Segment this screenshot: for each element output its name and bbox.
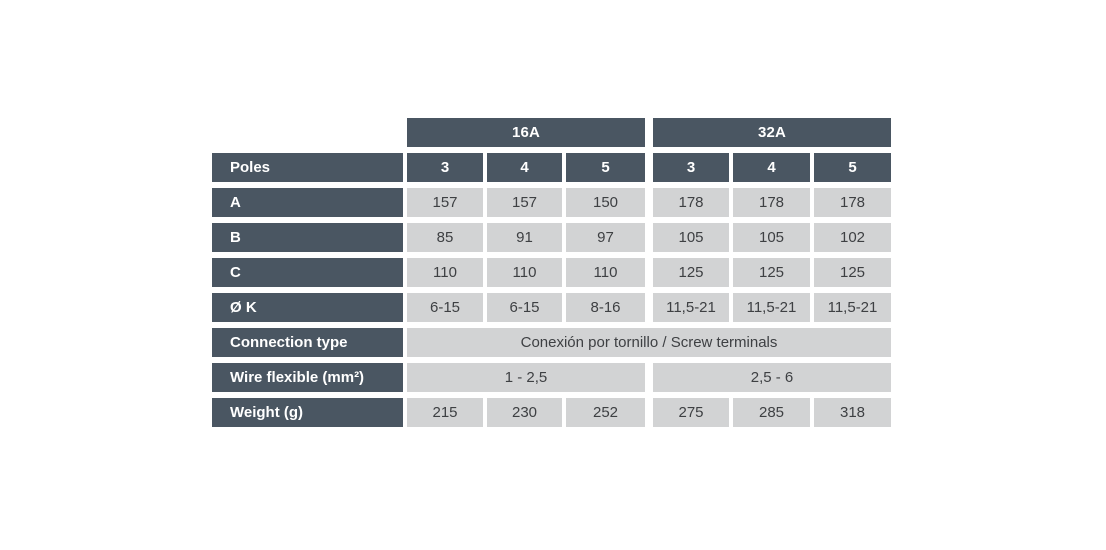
spec-table: 16A 32A Poles 3 4 5 3 4 5 A 157 157 150 …: [212, 118, 891, 427]
value-cell: 178: [814, 188, 891, 217]
group-header-16a: 16A: [407, 118, 645, 147]
value-cell: 11,5-21: [814, 293, 891, 322]
value-cell: 125: [653, 258, 729, 287]
value-cell: 110: [407, 258, 483, 287]
poles-col-header: 4: [487, 153, 562, 182]
row-label-c: C: [212, 258, 403, 287]
group-header-32a: 32A: [653, 118, 891, 147]
value-cell: 97: [566, 223, 645, 252]
value-cell: 230: [487, 398, 562, 427]
value-cell: 318: [814, 398, 891, 427]
poles-col-header: 5: [566, 153, 645, 182]
wire-flexible-16a-value: 1 - 2,5: [407, 363, 645, 392]
value-cell: 275: [653, 398, 729, 427]
value-cell: 105: [733, 223, 810, 252]
value-cell: 6-15: [407, 293, 483, 322]
value-cell: 157: [407, 188, 483, 217]
value-cell: 91: [487, 223, 562, 252]
row-label-weight: Weight (g): [212, 398, 403, 427]
connection-type-value: Conexión por tornillo / Screw terminals: [407, 328, 891, 357]
value-cell: 8-16: [566, 293, 645, 322]
value-cell: 157: [487, 188, 562, 217]
value-cell: 125: [814, 258, 891, 287]
row-label-diameter-k: Ø K: [212, 293, 403, 322]
value-cell: 105: [653, 223, 729, 252]
value-cell: 252: [566, 398, 645, 427]
value-cell: 125: [733, 258, 810, 287]
row-label-connection-type: Connection type: [212, 328, 403, 357]
poles-col-header: 3: [653, 153, 729, 182]
value-cell: 110: [487, 258, 562, 287]
value-cell: 285: [733, 398, 810, 427]
poles-col-header: 4: [733, 153, 810, 182]
wire-flexible-32a-value: 2,5 - 6: [653, 363, 891, 392]
value-cell: 110: [566, 258, 645, 287]
row-label-a: A: [212, 188, 403, 217]
value-cell: 178: [733, 188, 810, 217]
poles-col-header: 5: [814, 153, 891, 182]
value-cell: 102: [814, 223, 891, 252]
value-cell: 85: [407, 223, 483, 252]
value-cell: 150: [566, 188, 645, 217]
poles-col-header: 3: [407, 153, 483, 182]
value-cell: 178: [653, 188, 729, 217]
value-cell: 6-15: [487, 293, 562, 322]
value-cell: 11,5-21: [653, 293, 729, 322]
row-label-b: B: [212, 223, 403, 252]
row-label-wire-flexible: Wire flexible (mm²): [212, 363, 403, 392]
value-cell: 11,5-21: [733, 293, 810, 322]
poles-row-label: Poles: [212, 153, 403, 182]
value-cell: 215: [407, 398, 483, 427]
